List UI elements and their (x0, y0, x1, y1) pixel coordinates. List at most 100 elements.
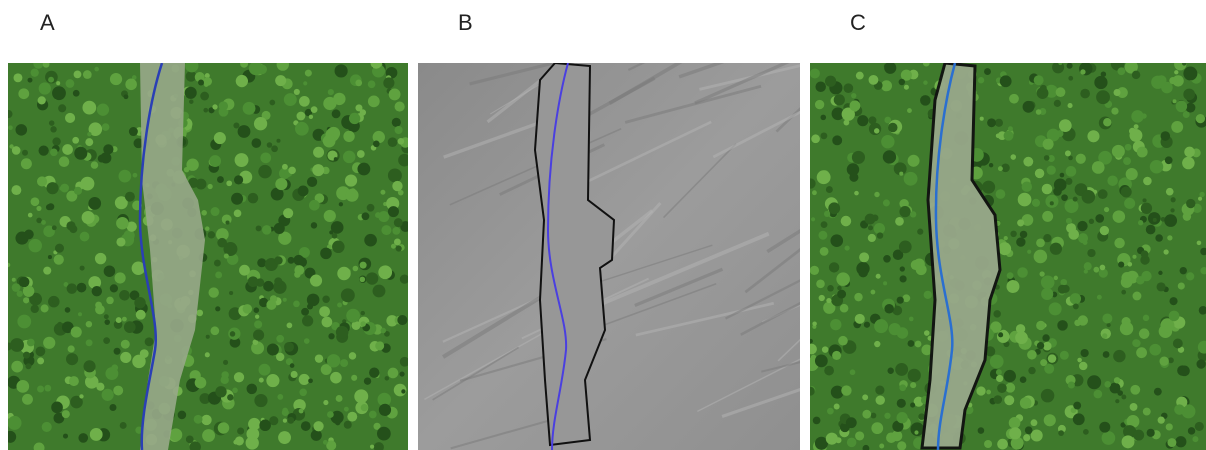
texture (1159, 79, 1166, 86)
texture (825, 76, 836, 87)
texture (869, 116, 877, 124)
texture (125, 79, 137, 91)
texture (1196, 114, 1205, 123)
texture (310, 275, 322, 287)
texture (288, 257, 295, 264)
texture (215, 386, 226, 397)
texture (883, 255, 891, 263)
texture (1175, 436, 1186, 447)
texture (1061, 194, 1068, 201)
texture (364, 234, 377, 247)
texture (255, 315, 259, 319)
texture (274, 277, 282, 285)
texture (1163, 249, 1168, 254)
texture (916, 399, 922, 405)
texture (855, 314, 865, 324)
texture (253, 330, 264, 341)
texture (290, 363, 295, 368)
texture (1125, 144, 1132, 151)
texture (920, 95, 931, 106)
texture (5, 110, 13, 118)
texture (1171, 121, 1183, 133)
aerial-image (805, 57, 1206, 450)
texture (394, 218, 403, 227)
texture (68, 345, 75, 352)
texture (266, 300, 276, 310)
texture (1158, 271, 1162, 275)
texture (327, 411, 334, 418)
texture (1073, 304, 1079, 310)
texture (48, 77, 54, 83)
texture (628, 6, 760, 70)
texture (997, 439, 1008, 450)
texture (52, 299, 57, 304)
texture (1113, 210, 1126, 223)
texture (400, 274, 409, 283)
texture (851, 93, 856, 98)
texture (36, 218, 42, 224)
texture (120, 422, 127, 429)
texture (990, 355, 1004, 369)
texture (206, 335, 210, 339)
texture (1104, 207, 1109, 212)
texture (844, 83, 854, 93)
texture (329, 230, 333, 234)
texture (888, 123, 897, 132)
texture (332, 109, 341, 118)
texture (1132, 71, 1140, 79)
texture (1130, 403, 1138, 411)
texture (826, 186, 833, 193)
texture (203, 108, 208, 113)
texture (205, 352, 210, 357)
aerial-image (4, 57, 412, 450)
texture (234, 175, 243, 184)
texture (1083, 240, 1088, 245)
texture (840, 304, 849, 313)
texture (283, 418, 287, 422)
texture (104, 265, 115, 276)
texture (1068, 76, 1073, 81)
texture (94, 67, 99, 72)
texture (43, 337, 55, 349)
texture (91, 161, 98, 168)
texture (897, 297, 904, 304)
texture (1188, 427, 1195, 434)
texture (186, 435, 194, 443)
texture (367, 204, 375, 212)
texture (1149, 344, 1161, 356)
texture (361, 311, 365, 315)
texture (102, 389, 114, 401)
texture (293, 255, 303, 265)
texture (914, 430, 918, 434)
texture (1066, 166, 1077, 177)
texture (66, 79, 75, 88)
texture (214, 260, 221, 267)
texture (336, 326, 349, 339)
texture (1067, 63, 1073, 69)
texture (850, 369, 856, 375)
texture (323, 135, 336, 148)
texture (247, 384, 257, 394)
texture (52, 86, 66, 100)
texture (924, 291, 932, 299)
texture (17, 315, 31, 329)
texture (899, 172, 903, 176)
texture (39, 82, 51, 94)
texture (811, 134, 820, 143)
texture (58, 104, 66, 112)
texture (301, 421, 311, 431)
texture (1171, 197, 1176, 202)
texture (66, 353, 78, 365)
texture (74, 187, 82, 195)
texture (362, 212, 370, 220)
texture (381, 225, 391, 235)
texture (328, 333, 334, 339)
texture (345, 174, 357, 186)
texture (1068, 381, 1075, 388)
texture (313, 147, 324, 158)
texture (80, 232, 90, 242)
texture (1076, 154, 1086, 164)
texture (10, 338, 24, 352)
texture (874, 128, 879, 133)
texture (381, 328, 386, 333)
